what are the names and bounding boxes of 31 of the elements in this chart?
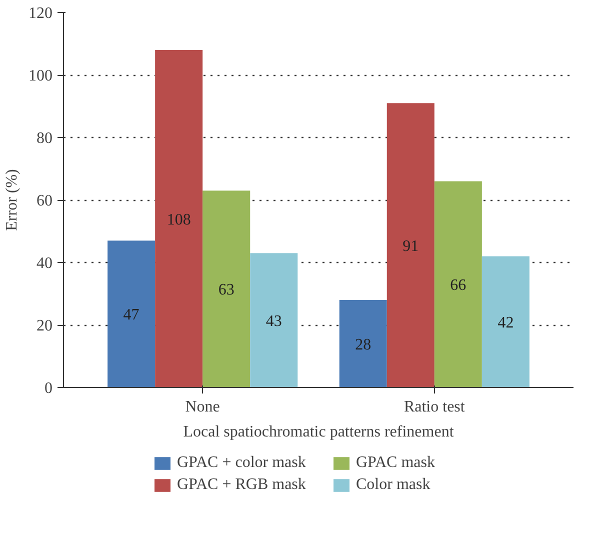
data-label: 63 [218, 282, 234, 299]
bar [202, 190, 250, 388]
data-label: 43 [266, 312, 282, 330]
bar [339, 300, 387, 388]
legend-label: GPAC mask [356, 454, 436, 472]
legend-label: GPAC + color mask [177, 454, 307, 472]
legend-label: GPAC + RGB mask [177, 476, 307, 494]
bar [155, 50, 203, 388]
y-tick-label: 80 [36, 130, 52, 147]
bar [434, 181, 482, 388]
y-tick-label: 100 [28, 68, 52, 84]
legend-label: Color mask [356, 476, 432, 494]
y-tick-label: 40 [36, 255, 52, 272]
y-axis-title: Error (%) [4, 169, 20, 231]
x-tick-label: None [185, 398, 220, 416]
data-label: 28 [355, 336, 372, 354]
bar [482, 256, 530, 388]
x-axis-title: Local spatiochromatic patterns refinement [183, 424, 454, 440]
data-label: 42 [498, 314, 514, 332]
data-label: 91 [402, 238, 419, 255]
y-tick-label: 60 [36, 192, 52, 210]
data-label: 108 [166, 211, 191, 228]
y-tick-label: 20 [36, 318, 52, 334]
y-tick-label: 120 [28, 5, 52, 22]
data-label: 47 [123, 306, 140, 324]
x-tick-label: Ratio test [404, 398, 466, 416]
data-label: 66 [450, 276, 466, 294]
bar [386, 103, 434, 388]
bar [250, 253, 298, 388]
bar [108, 240, 156, 388]
y-tick-label: 0 [44, 380, 52, 397]
